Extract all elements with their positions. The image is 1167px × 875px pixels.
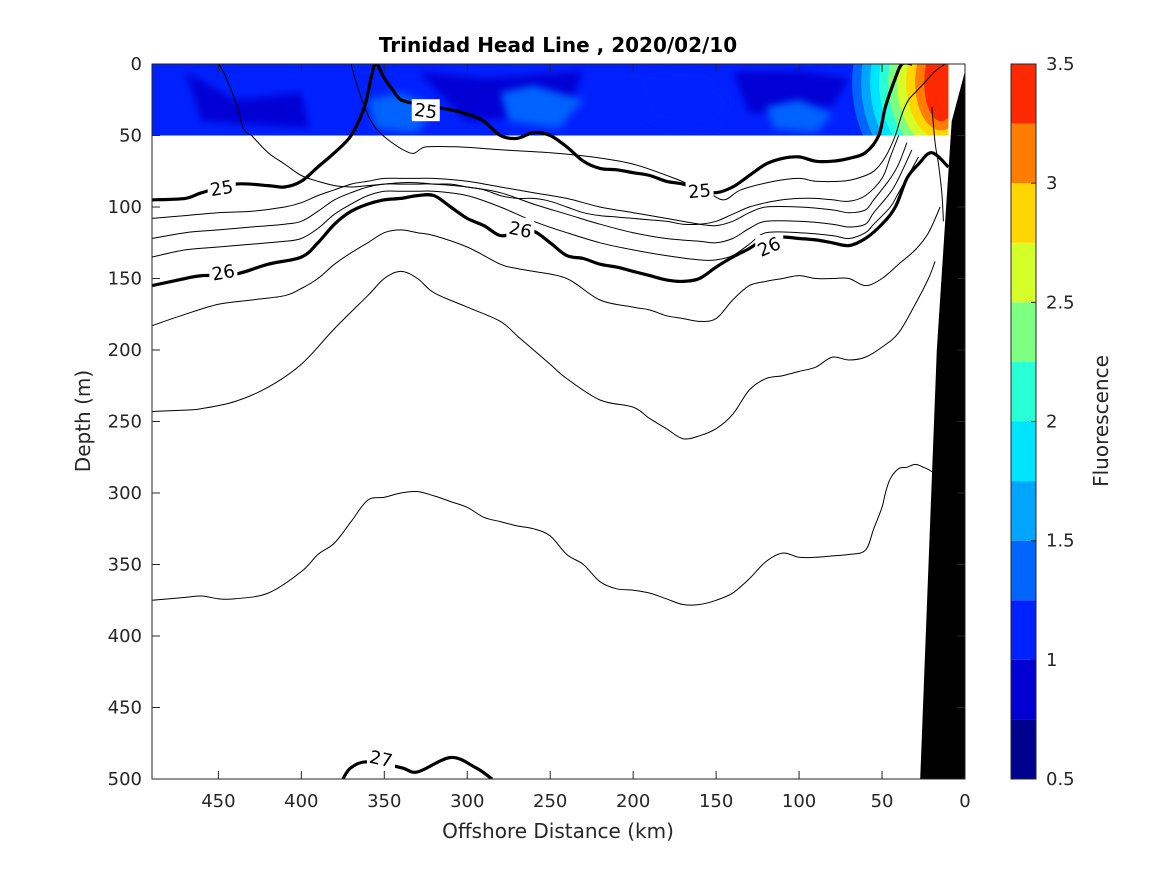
x-tick-label: 0	[959, 791, 970, 812]
colorbar-swatch	[1011, 600, 1036, 660]
contour-label: 25	[209, 177, 235, 202]
x-tick-label: 350	[367, 791, 401, 812]
fluorescence-patch	[732, 71, 849, 115]
contour-label: 27	[367, 747, 394, 772]
x-tick-label: 250	[533, 791, 567, 812]
y-tick-label: 250	[108, 412, 142, 433]
contour-label: 25	[413, 100, 439, 124]
x-tick-label: 200	[616, 791, 650, 812]
density-contour-thin	[931, 106, 944, 222]
y-tick-label: 350	[108, 555, 142, 576]
x-tick-label: 400	[284, 791, 318, 812]
contour-26	[152, 151, 950, 288]
contour-label: 25	[687, 180, 712, 203]
y-tick-label: 50	[119, 126, 142, 147]
density-contour-thin	[152, 64, 252, 136]
colorbar-swatch	[1011, 123, 1036, 184]
contour-label-bg	[366, 746, 395, 769]
colorbar-swatch	[1011, 719, 1036, 779]
y-tick-label: 450	[108, 698, 142, 719]
fluorescence-patch	[765, 99, 833, 133]
contour-label-bg	[411, 99, 440, 122]
y-tick-label: 0	[131, 54, 142, 75]
y-tick-label: 100	[108, 197, 142, 218]
fluorescence-field	[152, 64, 949, 136]
colorbar-swatch	[1011, 361, 1036, 422]
x-axis: 450 400 350 300 250 200 150 100 50 0	[201, 64, 971, 812]
density-contour-thin	[251, 135, 900, 225]
colorbar-tick-label: 0.5	[1046, 769, 1075, 790]
x-axis-label: Offshore Distance (km)	[442, 819, 674, 843]
density-contour-thin	[152, 206, 941, 327]
contour-label-bg	[207, 176, 236, 199]
x-tick-label: 50	[871, 791, 894, 812]
contour-label-bg	[209, 260, 238, 283]
colorbar-tick-label: 3.5	[1046, 54, 1075, 75]
colorbar-swatch	[1011, 540, 1036, 601]
fluorescence-patch	[633, 71, 733, 129]
colorbar-label: Fluorescence	[1089, 355, 1113, 487]
contour-label-bg	[685, 179, 714, 202]
plot-background	[152, 64, 965, 779]
contour-27	[341, 755, 494, 779]
colorbar-swatch	[1011, 659, 1036, 720]
colorbar-tick-label: 2	[1046, 412, 1057, 433]
chart-title: Trinidad Head Line , 2020/02/10	[379, 33, 737, 57]
y-axis: 0 50 100 150 200 250 300 350 400 450 500	[108, 54, 965, 790]
fluorescence-patch	[185, 71, 310, 129]
density-contour-thin	[152, 149, 913, 244]
contour-25	[152, 64, 912, 202]
density-contour-thin	[152, 261, 936, 440]
density-contour-thin	[152, 463, 941, 606]
x-tick-label: 450	[201, 791, 235, 812]
x-tick-label: 150	[699, 791, 733, 812]
bathymetry	[920, 71, 965, 779]
colorbar-tick-label: 3	[1046, 173, 1057, 194]
contour-label-bg	[755, 235, 784, 258]
y-tick-label: 500	[108, 769, 142, 790]
colorbar-swatch	[1011, 481, 1036, 541]
density-contour-thin	[152, 156, 919, 261]
colorbar-swatch	[1011, 302, 1036, 362]
x-tick-label: 300	[450, 791, 484, 812]
density-contour-thin	[152, 142, 908, 227]
contour-label: 26	[210, 261, 236, 286]
y-tick-label: 400	[108, 626, 142, 647]
y-tick-label: 150	[108, 269, 142, 290]
fluorescence-band	[924, 64, 949, 122]
fluorescence-patch	[500, 85, 584, 129]
y-axis-label: Depth (m)	[71, 370, 95, 472]
colorbar-swatch	[1011, 242, 1036, 303]
density-contour-thin	[350, 64, 946, 201]
colorbar-tick-label: 2.5	[1046, 292, 1075, 313]
colorbar-swatch	[1011, 64, 1036, 124]
x-tick-label: 100	[782, 791, 816, 812]
y-tick-label: 200	[108, 340, 142, 361]
colorbar-swatch	[1011, 183, 1036, 243]
contour-label: 26	[507, 218, 534, 243]
colorbar: 0.5 1 1.5 2 2.5 3 3.5	[1010, 54, 1075, 790]
colorbar-tick-label: 1	[1046, 650, 1057, 671]
colorbar-tick-label: 1.5	[1046, 531, 1075, 552]
contour-label-bg	[506, 217, 535, 240]
seafloor	[920, 71, 965, 779]
y-tick-label: 300	[108, 483, 142, 504]
colorbar-swatch	[1011, 421, 1036, 482]
